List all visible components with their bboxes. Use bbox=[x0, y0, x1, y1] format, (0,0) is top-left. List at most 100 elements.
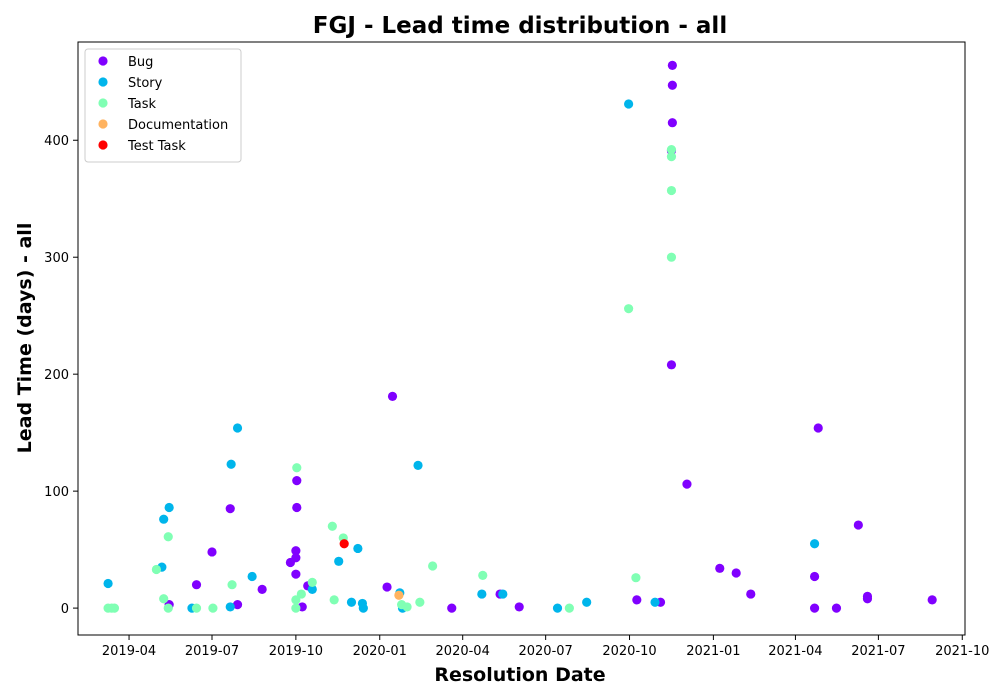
y-tick-label: 0 bbox=[61, 602, 69, 617]
point-bug bbox=[813, 423, 823, 433]
point-bug bbox=[862, 594, 873, 604]
point-story bbox=[650, 597, 660, 607]
point-task bbox=[296, 589, 306, 599]
point-bug bbox=[291, 569, 301, 579]
point-bug bbox=[292, 476, 302, 486]
point-bug bbox=[632, 595, 642, 605]
point-task bbox=[666, 152, 677, 162]
point-story bbox=[307, 584, 317, 594]
data-points bbox=[103, 60, 937, 613]
point-task bbox=[666, 185, 677, 196]
point-bug bbox=[382, 582, 392, 592]
legend-label-task: Task bbox=[127, 97, 157, 112]
point-bug bbox=[731, 568, 741, 578]
x-tick-label: 2021-01 bbox=[686, 644, 740, 659]
point-task bbox=[428, 561, 438, 571]
y-tick-label: 300 bbox=[44, 251, 69, 266]
x-tick-label: 2020-10 bbox=[602, 644, 656, 659]
point-bug bbox=[831, 603, 842, 613]
point-task bbox=[666, 252, 677, 262]
point-story bbox=[103, 578, 113, 589]
legend-marker-story bbox=[98, 77, 108, 87]
point-story bbox=[247, 571, 257, 582]
point-story bbox=[225, 602, 235, 612]
point-bug bbox=[667, 118, 677, 128]
point-task bbox=[402, 602, 412, 612]
legend-label-documentation: Documentation bbox=[128, 118, 228, 133]
legend-marker-task bbox=[98, 98, 108, 108]
legend-box bbox=[84, 48, 242, 163]
point-story bbox=[159, 514, 169, 524]
point-bug bbox=[682, 479, 692, 489]
point-bug bbox=[746, 589, 756, 599]
point-task bbox=[624, 304, 634, 314]
point-story bbox=[552, 603, 563, 613]
chart-title: FGJ - Lead time distribution - all bbox=[313, 13, 727, 39]
y-tick-label: 100 bbox=[44, 485, 69, 500]
legend-label-story: Story bbox=[128, 76, 163, 91]
point-test-task bbox=[339, 539, 349, 549]
point-documentation bbox=[394, 590, 404, 600]
point-bug bbox=[291, 553, 301, 563]
point-story bbox=[164, 502, 174, 513]
y-tick-label: 200 bbox=[44, 368, 69, 383]
x-tick-label: 2019-07 bbox=[185, 644, 239, 659]
point-bug bbox=[927, 595, 937, 605]
point-task bbox=[191, 603, 202, 613]
point-story bbox=[346, 597, 357, 607]
y-axis: 0 100 200 300 400 bbox=[44, 134, 78, 617]
point-story bbox=[353, 543, 363, 554]
x-axis-label: Resolution Date bbox=[434, 664, 605, 686]
point-task bbox=[163, 603, 173, 613]
legend-label-bug: Bug bbox=[128, 55, 153, 70]
point-bug bbox=[291, 546, 301, 556]
point-story bbox=[226, 459, 236, 469]
point-task bbox=[415, 597, 425, 607]
point-task bbox=[291, 595, 301, 605]
x-tick-label: 2019-04 bbox=[102, 644, 156, 659]
point-bug bbox=[191, 580, 202, 590]
point-story bbox=[358, 603, 368, 613]
point-bug bbox=[225, 504, 235, 514]
y-tick-label: 400 bbox=[44, 134, 69, 149]
point-bug bbox=[667, 60, 677, 70]
point-story bbox=[477, 589, 487, 599]
y-axis-label: Lead Time (days) - all bbox=[14, 223, 36, 454]
point-bug bbox=[387, 391, 398, 401]
point-task bbox=[159, 594, 169, 604]
point-story bbox=[334, 556, 344, 566]
point-bug bbox=[809, 571, 820, 582]
point-bug bbox=[292, 502, 302, 513]
point-story bbox=[232, 423, 243, 433]
point-bug bbox=[207, 547, 217, 557]
legend-marker-bug bbox=[98, 56, 108, 66]
x-tick-label: 2020-07 bbox=[518, 644, 572, 659]
point-task bbox=[564, 603, 574, 613]
point-task bbox=[208, 603, 218, 613]
point-task bbox=[478, 570, 488, 580]
legend-label-test-task: Test Task bbox=[127, 139, 186, 154]
point-story bbox=[413, 460, 423, 471]
point-task bbox=[292, 463, 302, 473]
point-task bbox=[163, 532, 173, 542]
point-bug bbox=[447, 603, 457, 613]
point-bug bbox=[667, 80, 677, 90]
point-task bbox=[666, 145, 677, 155]
legend-marker-test-task bbox=[98, 140, 108, 150]
point-bug bbox=[853, 520, 863, 530]
x-tick-label: 2019-10 bbox=[269, 644, 323, 659]
point-bug bbox=[257, 584, 267, 594]
point-task bbox=[631, 573, 641, 583]
point-bug bbox=[715, 563, 725, 573]
point-task bbox=[329, 595, 339, 605]
point-story bbox=[582, 597, 592, 607]
point-story bbox=[498, 589, 508, 599]
x-tick-label: 2021-04 bbox=[768, 644, 822, 659]
point-task bbox=[227, 580, 237, 590]
point-task bbox=[307, 577, 317, 587]
point-bug bbox=[809, 603, 820, 613]
point-bug bbox=[514, 602, 524, 612]
point-task bbox=[291, 603, 301, 613]
point-bug bbox=[666, 360, 677, 370]
